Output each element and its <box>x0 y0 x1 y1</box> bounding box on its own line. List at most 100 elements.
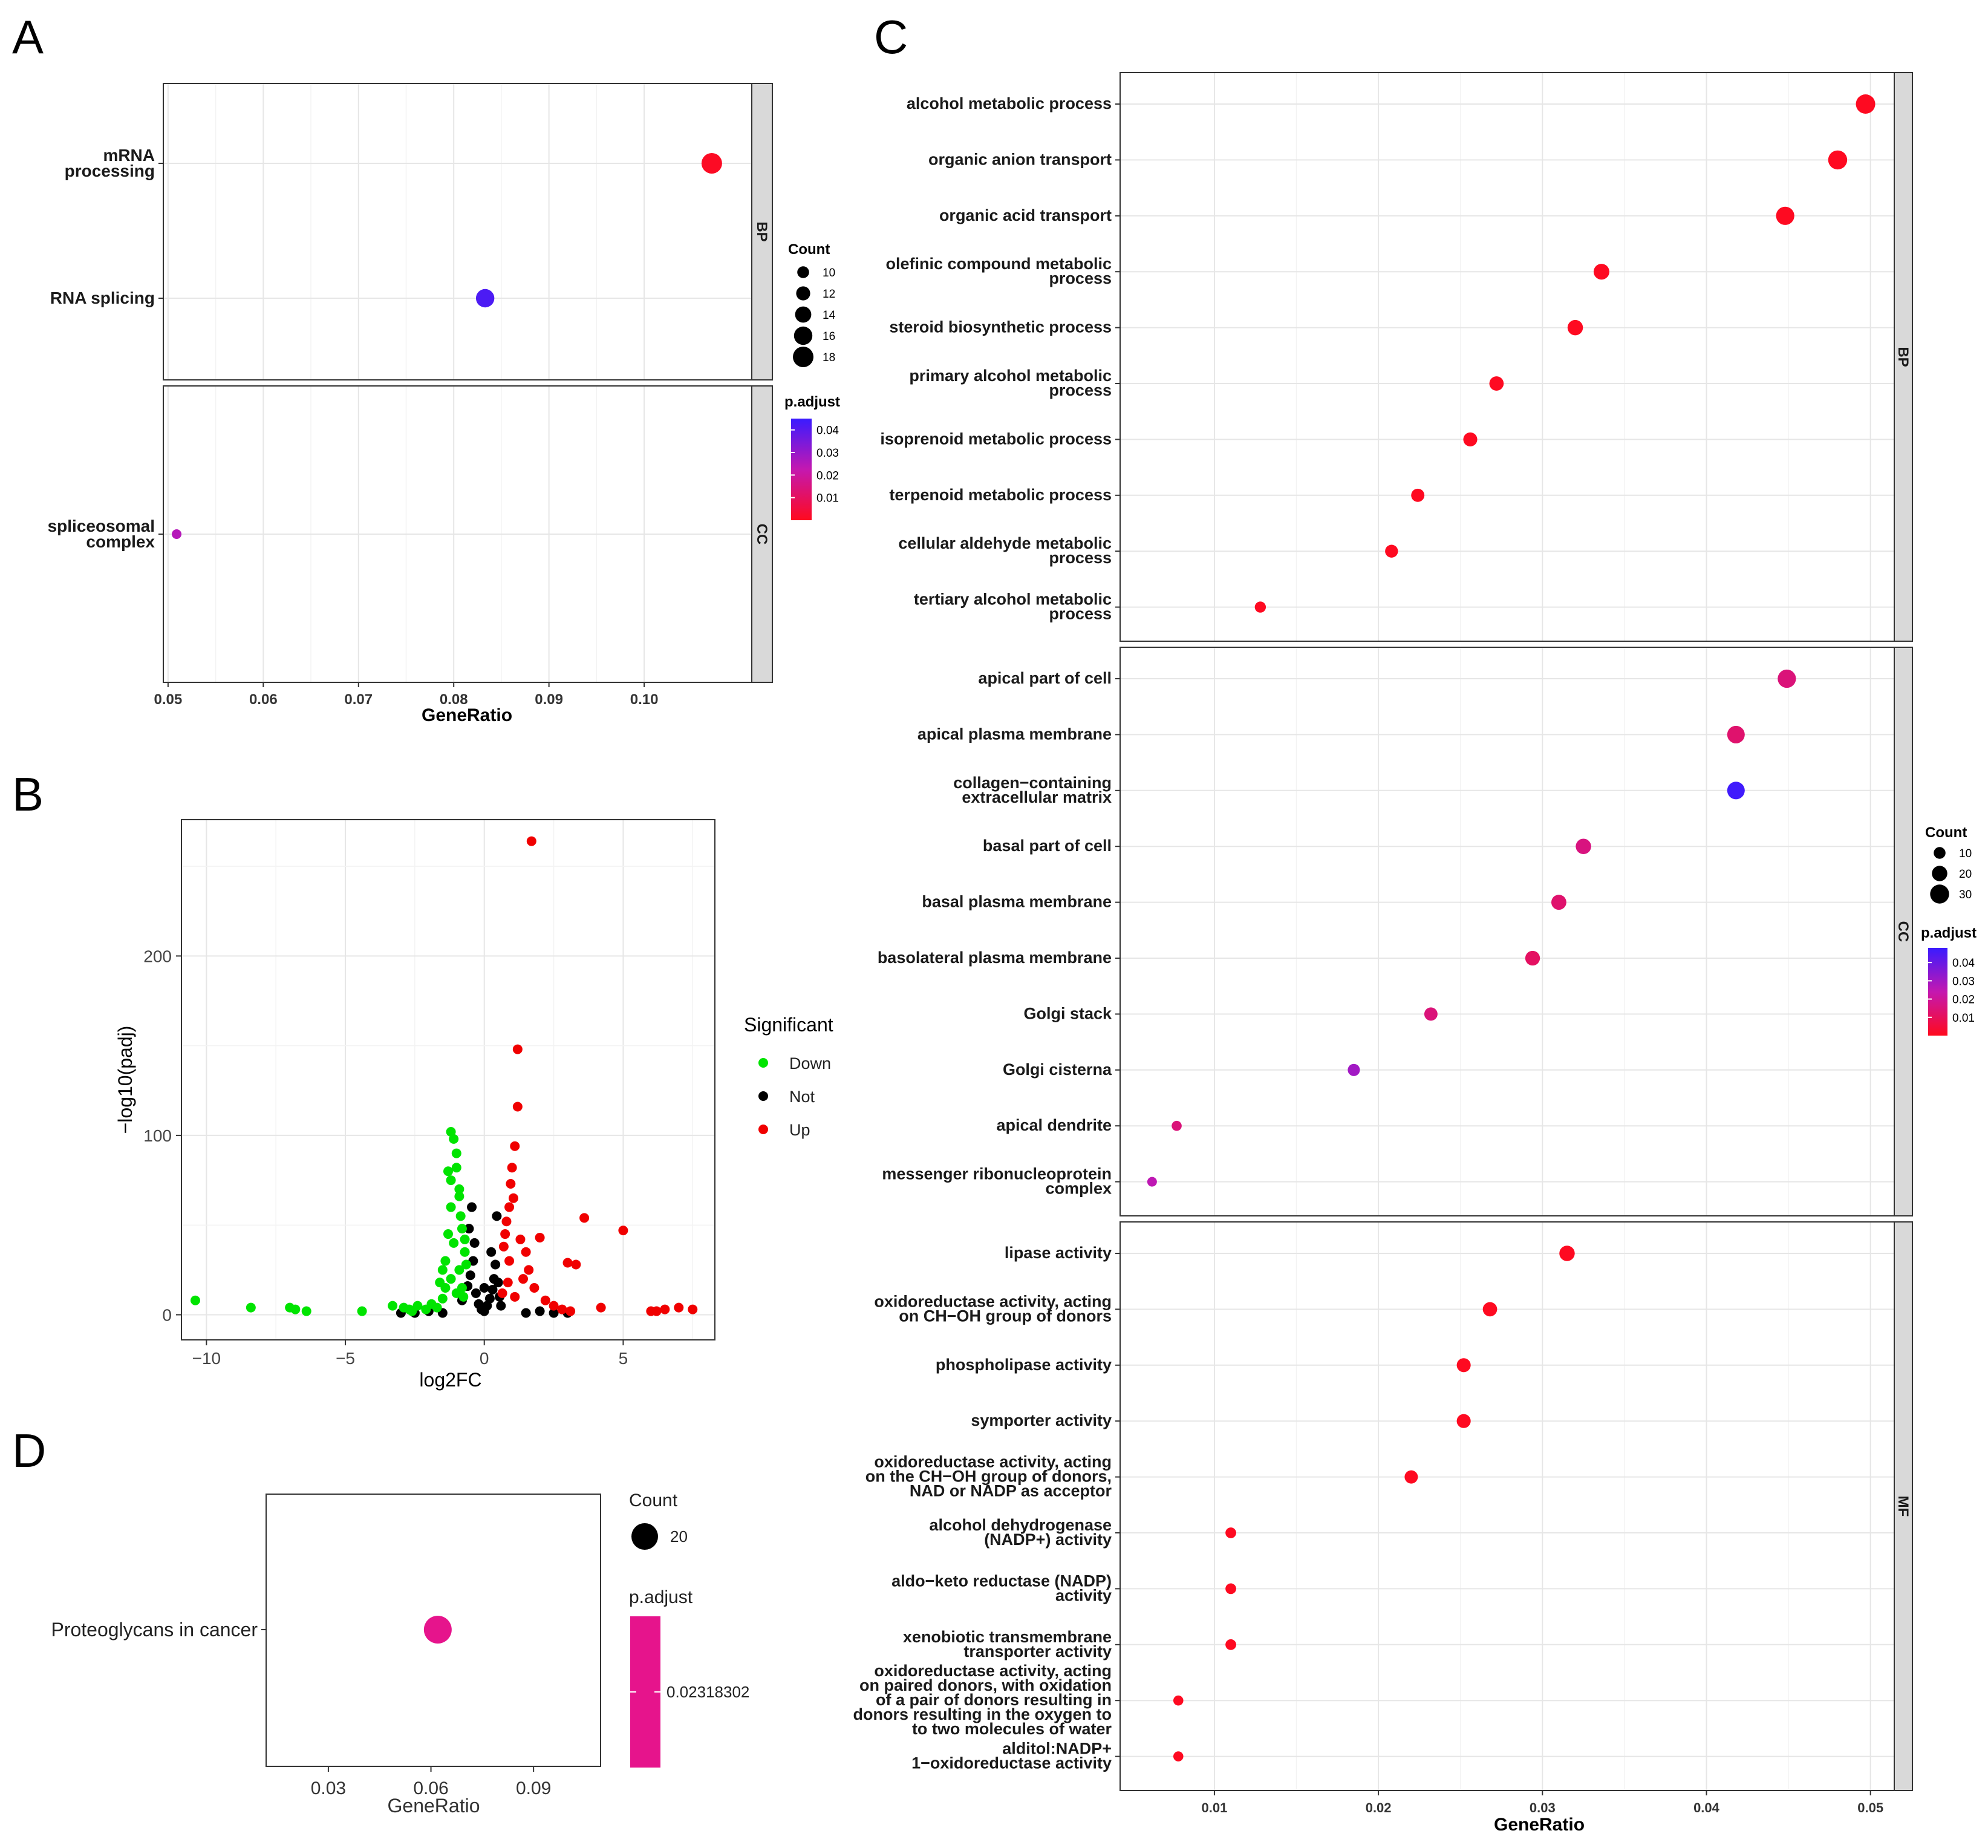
panel-c-term-label: steroid biosynthetic process <box>889 318 1112 336</box>
panel-c-legend-count-label: 10 <box>1959 847 1972 860</box>
panel-a-legend-count: 10 12 14 16 18 <box>793 266 836 367</box>
panel-b-x-tick-label: 0 <box>480 1349 489 1368</box>
panel-b-x-tick-label: −5 <box>336 1349 355 1368</box>
panel-c-legend-colorbar-label: 0.03 <box>1952 975 1975 988</box>
panel-c-strip-bp <box>1894 72 1913 642</box>
panel-a-x-tick-label: 0.08 <box>440 691 468 708</box>
panel-b-point-up <box>688 1304 698 1314</box>
panel-c-term-label: oxidoreductase activity, acting on the CH… <box>865 1453 1112 1500</box>
panel-b-point-down <box>412 1301 423 1311</box>
panel-a-dot <box>172 529 182 539</box>
panel-c-legend-colorbar-label: 0.01 <box>1952 1012 1975 1025</box>
panel-b-point-not <box>493 1278 503 1288</box>
panel-b-point-not <box>484 1293 495 1304</box>
panel-a-legend-count-label: 16 <box>823 330 835 343</box>
panel-a-x-axis-title: GeneRatio <box>422 705 512 725</box>
panel-c-term-label: symporter activity <box>971 1411 1112 1429</box>
panel-b-gridlines <box>181 820 715 1340</box>
panel-a-legend-count-dot <box>794 326 813 345</box>
panel-b-point-down <box>449 1238 459 1248</box>
panel-b-point-not <box>469 1238 480 1248</box>
panel-b-point-not <box>521 1308 531 1318</box>
panel-c-dot <box>1525 950 1540 966</box>
panel-c-term-label: oxidoreductase activity, acting on CH−OH … <box>874 1292 1112 1325</box>
panel-a-x-tick-label: 0.06 <box>249 691 278 708</box>
panel-b-legend-title: Significant <box>744 1014 833 1036</box>
panel-b-point-up <box>510 1141 520 1151</box>
panel-b-point-down <box>461 1259 471 1270</box>
panel-c-dot <box>1576 838 1591 854</box>
panel-c-dot <box>1404 1470 1418 1484</box>
panel-a-term-label: RNA splicing <box>50 289 155 307</box>
panel-d-x-tick-label: 0.09 <box>516 1778 551 1798</box>
panel-b-point-up <box>504 1202 515 1212</box>
panel-b-point-down <box>446 1175 456 1186</box>
panel-d-term-label: Proteoglycans in cancer <box>51 1619 258 1641</box>
panel-c-dot <box>1456 1414 1471 1428</box>
panel-c-term-label: apical part of cell <box>978 669 1112 687</box>
panel-c-dot <box>1778 669 1796 688</box>
panel-a-legend-count-label: 12 <box>823 288 835 301</box>
panel-c-x-tick-label: 0.03 <box>1530 1800 1556 1815</box>
panel-a-legend-count-title: Count <box>788 241 830 258</box>
panel-d-term-labels: Proteoglycans in cancer <box>51 1619 266 1641</box>
panel-b-point-down <box>454 1184 464 1194</box>
panel-b-point-not <box>496 1301 506 1311</box>
panel-c-x-tick-label: 0.02 <box>1366 1800 1392 1815</box>
panel-b-legend: Significant Down Not Up <box>744 1014 833 1139</box>
panel-c-dot <box>1551 895 1566 910</box>
panel-c-term-label: oxidoreductase activity, acting on paired… <box>853 1662 1112 1738</box>
panel-c-legend-colorbar <box>1928 948 1947 1036</box>
panel-b-x-tick-label: −10 <box>192 1349 221 1368</box>
panel-a-legend-colorbar-label: 0.03 <box>816 447 839 460</box>
panel-label-c: C <box>874 10 908 64</box>
panel-c-dot <box>1776 206 1794 225</box>
panel-b-point-up <box>651 1306 662 1316</box>
panel-b-legend-label: Down <box>789 1054 831 1073</box>
panel-b-point-not <box>492 1211 502 1221</box>
panel-b-point-down <box>460 1234 470 1244</box>
panel-a-dot <box>701 153 722 174</box>
panel-c-strip-mf-label: MF <box>1895 1496 1911 1517</box>
panel-a-term-labels: mRNA processing RNA splicing spliceosomal co… <box>48 146 163 551</box>
panel-a-x-axis: 0.05 0.06 0.07 0.08 0.09 0.10 <box>154 682 658 708</box>
panel-c-dot <box>1173 1695 1184 1706</box>
panel-c-dot <box>1856 94 1876 114</box>
panel-a-legend-count-dot <box>795 306 812 323</box>
panel-a-legend-colorbar-label: 0.02 <box>816 469 839 482</box>
panel-b-point-down <box>290 1304 301 1314</box>
panel-b-y-tick-label: 100 <box>143 1126 172 1145</box>
panel-b-point-down <box>454 1191 464 1201</box>
panel-d-x-tick-label: 0.03 <box>311 1778 346 1798</box>
panel-c-dot <box>1385 544 1398 558</box>
panel-a-strip-cc <box>751 385 773 683</box>
panel-c-term-label: xenobiotic transmembrane transporter acti… <box>903 1628 1112 1660</box>
panel-c-dot <box>1147 1177 1157 1187</box>
panel-d-x-axis-title: GeneRatio <box>388 1795 480 1817</box>
panel-c-term-label: alditol:NADP+ 1−oxidoreductase activity <box>911 1740 1112 1772</box>
panel-b-point-up <box>497 1288 507 1298</box>
panel-a-dot <box>475 289 495 308</box>
panel-b-point-up <box>510 1291 520 1302</box>
panel-c-term-label: lipase activity <box>1005 1244 1112 1262</box>
panel-a-strip-cc-label: CC <box>754 524 770 545</box>
panel-c-dot <box>1727 725 1745 743</box>
panel-b-point-up <box>618 1226 628 1236</box>
panel-a-legend-colorbar-label: 0.01 <box>816 492 839 505</box>
panel-c-dot <box>1172 1120 1182 1131</box>
panel-b-legend-key <box>758 1058 768 1068</box>
panel-b-point-up <box>562 1258 573 1268</box>
panel-b-point-down <box>457 1224 467 1234</box>
panel-b-point-down <box>443 1229 453 1239</box>
panel-c-term-label: aldo−keto reductase (NADP) activity <box>891 1572 1112 1604</box>
panel-c-x-tick-label: 0.04 <box>1693 1800 1720 1815</box>
panel-b-point-up <box>571 1259 581 1270</box>
panel-c-legend-count: 10 20 30 <box>1930 847 1972 904</box>
panel-a-dots <box>172 153 722 539</box>
panel-d-x-tick-label: 0.06 <box>413 1778 448 1798</box>
panel-c-term-label: basal part of cell <box>983 837 1112 855</box>
panel-c-term-label: messenger ribonucleoprotein complex <box>882 1165 1112 1198</box>
panel-c-strip-mf <box>1894 1221 1913 1791</box>
panel-b-point-down <box>446 1274 456 1284</box>
